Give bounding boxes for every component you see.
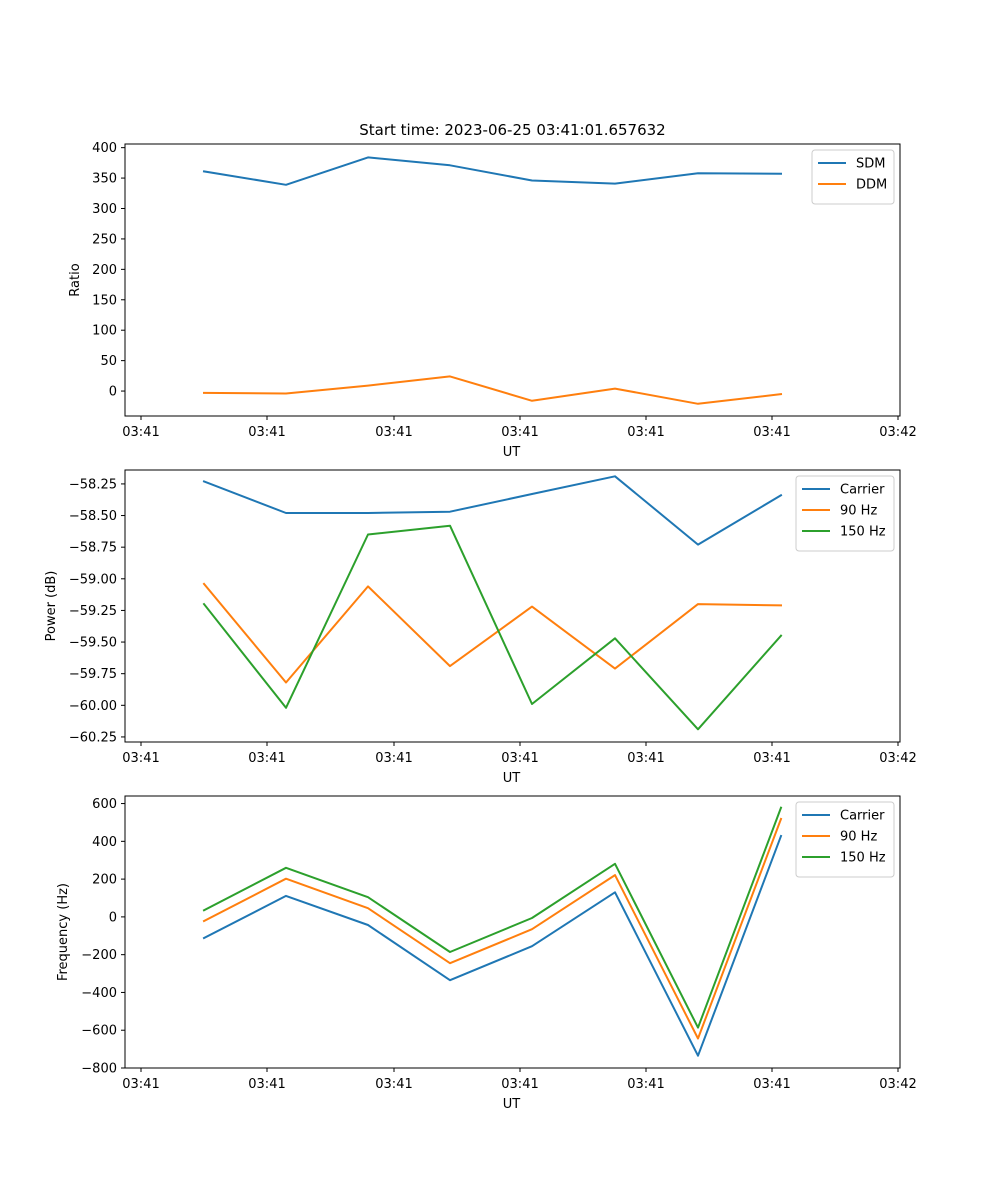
legend: Carrier 90 Hz 150 Hz: [795, 475, 895, 552]
x-tick-label: 03:41: [501, 1077, 538, 1092]
x-tick-label: 03:41: [248, 425, 285, 440]
y-tick-label: −58.75: [69, 541, 117, 556]
y-tick-label: −60.00: [69, 699, 117, 714]
series-line-sdm: [202, 156, 783, 186]
legend-label: DDM: [856, 178, 887, 193]
legend-label: SDM: [856, 157, 885, 172]
y-tick-label: −59.75: [69, 667, 117, 682]
legend-label: 150 Hz: [840, 525, 886, 540]
series-line-carrier: [202, 834, 783, 1057]
y-tick-label: 350: [92, 172, 117, 187]
legend-label: 90 Hz: [840, 504, 877, 519]
x-tick-label: 03:41: [375, 1077, 412, 1092]
y-tick-label: 50: [100, 354, 117, 369]
x-tick-label: 03:41: [627, 751, 664, 766]
x-tick-label: 03:41: [753, 425, 790, 440]
legend-label: 90 Hz: [840, 830, 877, 845]
y-tick-label: 0: [109, 385, 117, 400]
x-tick-label: 03:41: [122, 425, 159, 440]
x-tick-label: 03:41: [375, 751, 412, 766]
x-tick-label: 03:41: [627, 1077, 664, 1092]
legend-box: [795, 475, 895, 552]
x-tick-label: 03:41: [501, 425, 538, 440]
chart-title: Start time: 2023-06-25 03:41:01.657632: [359, 121, 665, 139]
y-tick-label: −200: [81, 948, 117, 963]
y-tick-label: 100: [92, 324, 117, 339]
x-tick-label: 03:41: [375, 425, 412, 440]
x-axis-label: UT: [503, 445, 521, 460]
series-line-150-hz: [202, 524, 783, 731]
legend-label: Carrier: [840, 809, 885, 824]
y-tick-label: −60.25: [69, 730, 117, 745]
y-tick-label: −800: [81, 1062, 117, 1077]
y-tick-label: 200: [92, 263, 117, 278]
legend-label: Carrier: [840, 483, 885, 498]
y-tick-label: −600: [81, 1024, 117, 1039]
chart-panel-3: 03:41 03:41 03:41 03:41 03:41 03:41 03:42 −800 −…: [56, 795, 917, 1112]
x-axis-label: UT: [503, 1097, 521, 1112]
x-tick-label: 03:41: [501, 751, 538, 766]
y-tick-label: 400: [92, 141, 117, 156]
y-tick-label: 150: [92, 293, 117, 308]
x-tick-label: 03:42: [879, 751, 916, 766]
plot-frame: [124, 143, 901, 417]
legend: Carrier 90 Hz 150 Hz: [795, 801, 895, 878]
y-tick-label: −59.50: [69, 636, 117, 651]
series-line-90-hz: [202, 817, 783, 1040]
y-tick-label: −58.25: [69, 477, 117, 492]
series-line-90-hz: [202, 582, 783, 684]
x-tick-label: 03:41: [753, 1077, 790, 1092]
legend-box: [795, 801, 895, 878]
y-tick-label: −59.25: [69, 604, 117, 619]
plot-frame: [124, 795, 901, 1069]
x-tick-label: 03:41: [753, 751, 790, 766]
x-axis-label: UT: [503, 771, 521, 786]
y-tick-label: 300: [92, 202, 117, 217]
chart-panel-1: Start time: 2023-06-25 03:41:01.65763203…: [68, 121, 917, 460]
y-tick-label: −59.00: [69, 572, 117, 587]
x-tick-label: 03:42: [879, 1077, 916, 1092]
y-tick-label: 0: [109, 910, 117, 925]
y-tick-label: 400: [92, 835, 117, 850]
y-tick-label: −58.50: [69, 509, 117, 524]
series-line-carrier: [202, 475, 783, 546]
x-tick-label: 03:41: [627, 425, 664, 440]
x-tick-label: 03:42: [879, 425, 916, 440]
y-axis-label: Frequency (Hz): [56, 883, 71, 981]
x-tick-label: 03:41: [122, 751, 159, 766]
y-tick-label: −400: [81, 986, 117, 1001]
x-tick-label: 03:41: [248, 1077, 285, 1092]
series-line-ddm: [202, 375, 783, 405]
chart-panel-2: 03:41 03:41 03:41 03:41 03:41 03:41 03:42 −60.2…: [44, 469, 917, 786]
series-line-150-hz: [202, 806, 783, 1029]
plot-frame: [124, 469, 901, 743]
y-axis-label: Ratio: [68, 263, 83, 296]
y-tick-label: 200: [92, 873, 117, 888]
legend-label: 150 Hz: [840, 851, 886, 866]
y-tick-label: 600: [92, 797, 117, 812]
x-tick-label: 03:41: [122, 1077, 159, 1092]
x-tick-label: 03:41: [248, 751, 285, 766]
legend: SDM DDM: [811, 149, 895, 205]
y-axis-label: Power (dB): [44, 571, 59, 642]
y-tick-label: 250: [92, 232, 117, 247]
